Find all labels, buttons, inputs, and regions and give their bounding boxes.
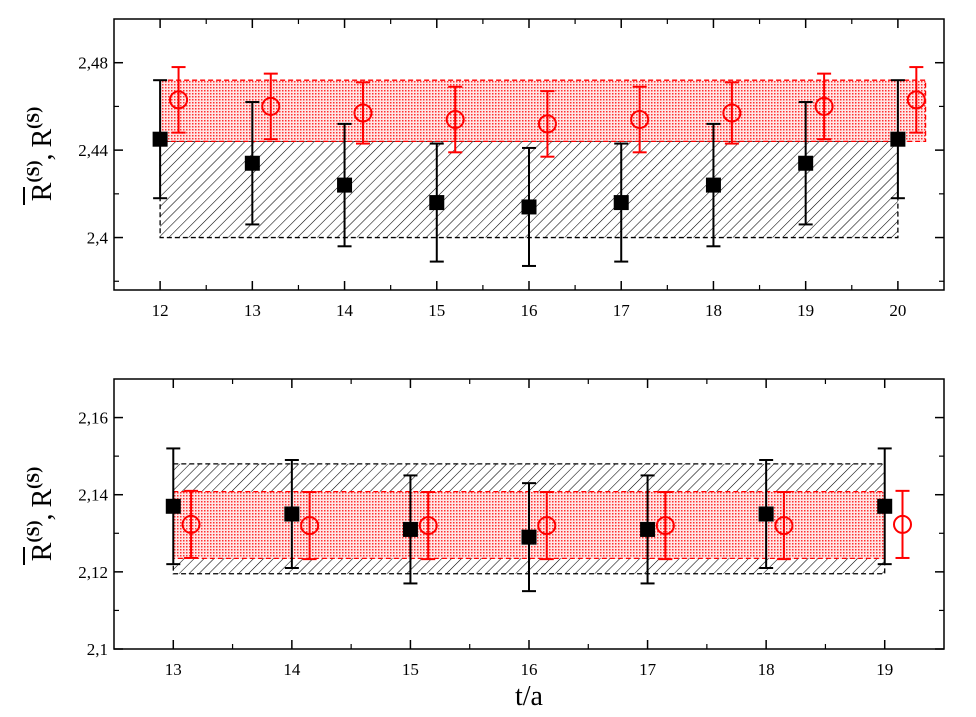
data-point-square (165, 498, 181, 514)
data-point-circle (774, 516, 794, 536)
x-tick-label: 18 (758, 660, 775, 679)
top-yticks: 2,4 2,44 2,48 (78, 54, 944, 282)
bottom-markers (165, 498, 912, 545)
x-axis-title: t/a (515, 681, 544, 712)
data-point-square (152, 131, 168, 147)
data-point-square (758, 506, 774, 522)
ylabel-sup: (S) (23, 107, 44, 129)
data-point-circle (537, 516, 557, 536)
ylabel-bar-R: R (27, 182, 58, 201)
data-point-square (521, 199, 537, 215)
data-point-circle (169, 90, 189, 110)
y-tick-label: 2,12 (78, 563, 108, 582)
data-point-square (521, 529, 537, 545)
data-point-square (284, 506, 300, 522)
x-tick-label: 20 (889, 301, 906, 320)
data-point-square (890, 131, 906, 147)
data-point-circle (893, 514, 912, 534)
x-tick-label: 16 (521, 301, 538, 320)
x-tick-label: 16 (521, 660, 538, 679)
ylabel-sup: (S) (23, 467, 44, 489)
x-tick-label: 17 (613, 301, 631, 320)
ylabel-R: R (27, 129, 58, 148)
x-tick-label: 14 (283, 660, 301, 679)
y-tick-label: 2,4 (87, 229, 109, 248)
data-point-square (429, 195, 445, 211)
y-tick-label: 2,16 (78, 409, 108, 428)
bottom-xticks: 13 14 15 16 17 18 19 (165, 379, 893, 679)
data-point-circle (300, 516, 320, 536)
x-tick-label: 19 (797, 301, 814, 320)
data-point-square (877, 498, 893, 514)
x-tick-label: 13 (165, 660, 182, 679)
top-markers (152, 90, 926, 215)
data-point-square (613, 195, 629, 211)
x-tick-label: 15 (402, 660, 419, 679)
y-tick-label: 2,14 (78, 486, 108, 505)
data-point-square (640, 521, 656, 537)
data-point-circle (814, 96, 834, 116)
x-tick-label: 15 (428, 301, 445, 320)
data-point-square (705, 177, 721, 193)
x-tick-label: 19 (876, 660, 893, 679)
ylabel-bar-sup: (S) (23, 520, 44, 542)
x-tick-label: 14 (336, 301, 354, 320)
data-point-circle (655, 516, 675, 536)
data-point-circle (722, 103, 742, 123)
data-point-square (244, 155, 260, 171)
data-point-square (337, 177, 353, 193)
svg-text:R(S),R(S): R(S),R(S) (23, 467, 58, 561)
data-point-square (402, 521, 418, 537)
data-point-square (798, 155, 814, 171)
svg-text:R(S),R(S): R(S),R(S) (23, 107, 58, 201)
ylabel-bar-sup: (S) (23, 160, 44, 182)
top-xticks: 12 13 14 15 16 17 18 19 20 (152, 19, 906, 320)
top-y-axis-title: R(S),R(S) (23, 107, 58, 201)
y-tick-label: 2,44 (78, 141, 108, 160)
y-tick-label: 2,48 (78, 54, 108, 73)
data-point-circle (181, 514, 201, 534)
data-point-circle (445, 110, 465, 130)
x-tick-label: 12 (152, 301, 169, 320)
bottom-errorbars (166, 447, 910, 593)
ylabel-R: R (27, 489, 58, 508)
bottom-yticks: 2,1 2,12 2,14 2,16 (78, 409, 944, 659)
ylabel-sep: , (27, 514, 58, 521)
ylabel-sep: , (27, 154, 58, 161)
x-tick-label: 18 (705, 301, 722, 320)
data-point-circle (906, 90, 926, 110)
data-point-circle (418, 516, 438, 536)
bottom-panel: 13 14 15 16 17 18 19 2,12,122,142,16 R(S),R(S)… (23, 378, 945, 712)
top-panel: 12 13 14 15 16 17 18 19 20 2,42,442,48 R(S),R(S) (23, 18, 945, 320)
bottom-y-axis-title: R(S),R(S) (23, 467, 58, 561)
x-tick-label: 13 (244, 301, 261, 320)
ylabel-bar-R: R (27, 542, 58, 561)
y-tick-label: 2,1 (87, 640, 108, 659)
data-point-circle (537, 114, 557, 134)
data-point-circle (261, 96, 281, 116)
x-tick-label: 17 (639, 660, 657, 679)
data-point-circle (630, 110, 650, 130)
data-point-circle (353, 103, 373, 123)
